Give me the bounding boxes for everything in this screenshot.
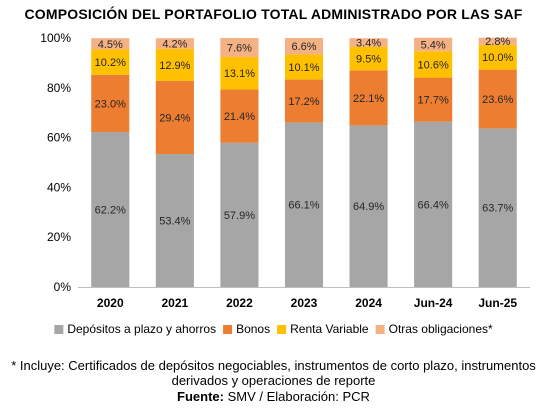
stacked-bar-chart: 0% 20% 40% 60% 80% 100% 62.2% 23.0% 10.2% 4.5% 202… <box>40 31 530 336</box>
y-tick-label: 60% <box>47 131 71 145</box>
data-label: 23.0% <box>95 98 126 110</box>
data-label: 62.2% <box>95 205 126 217</box>
y-tick-label: 80% <box>47 81 71 95</box>
bar-segment <box>478 128 517 287</box>
bar-segment <box>91 74 130 133</box>
data-label: 3.4% <box>356 37 381 49</box>
data-label: 21.4% <box>224 111 255 123</box>
data-label: 5.4% <box>421 39 446 51</box>
data-label: 64.9% <box>353 201 384 213</box>
bar-segment <box>155 154 194 287</box>
source-label: Fuente: <box>177 389 224 404</box>
x-tick-label: 2021 <box>162 296 189 310</box>
legend-swatch <box>54 325 64 334</box>
x-tick-label: Jun-24 <box>414 296 453 310</box>
bar-segment <box>478 44 517 70</box>
x-tick-label: 2023 <box>291 296 318 310</box>
bar-segment <box>349 46 388 71</box>
data-label: 22.1% <box>353 93 384 105</box>
data-label: 29.4% <box>159 112 190 124</box>
data-label: 7.6% <box>227 42 252 54</box>
bar-segment <box>220 89 259 143</box>
data-label: 10.0% <box>482 52 513 64</box>
bar-segment <box>284 38 324 55</box>
bar-segment <box>284 122 324 287</box>
source-line: Fuente: SMV / Elaboración: PCR <box>0 389 547 404</box>
chart-title: COMPOSICIÓN DEL PORTAFOLIO TOTAL ADMINIS… <box>24 6 523 22</box>
bar-segment <box>155 80 194 155</box>
bar-segment <box>155 38 194 49</box>
data-label: 10.6% <box>418 59 449 71</box>
bar-segment <box>220 38 259 57</box>
data-label: 23.6% <box>482 94 513 106</box>
legend-label: Otras obligaciones* <box>389 322 493 336</box>
bar-segment <box>414 121 453 287</box>
bar-segment <box>349 70 388 126</box>
y-tick-label: 40% <box>47 180 71 194</box>
bar-segment <box>349 38 388 47</box>
legend-label: Renta Variable <box>290 322 369 336</box>
bar-segment <box>414 51 453 78</box>
legend-label: Depósitos a plazo y ahorros <box>67 322 216 336</box>
data-label: 9.5% <box>356 54 381 66</box>
y-tick-label: 0% <box>54 280 72 294</box>
legend-swatch <box>375 325 385 334</box>
data-label: 13.1% <box>224 68 255 80</box>
data-label: 4.5% <box>98 39 123 51</box>
bar-segment <box>220 142 259 287</box>
x-tick-label: Jun-25 <box>478 296 517 310</box>
data-label: 17.7% <box>418 95 449 107</box>
data-label: 53.4% <box>159 216 190 228</box>
data-label: 17.2% <box>288 96 319 108</box>
bar-segment <box>414 37 453 52</box>
legend-swatch <box>277 325 287 334</box>
source-value: SMV / Elaboración: PCR <box>227 389 370 404</box>
bar-segment <box>91 49 130 75</box>
y-tick-label: 100% <box>40 31 71 45</box>
bar-segment <box>155 48 194 81</box>
y-tick-label: 20% <box>47 230 71 244</box>
bar-segment <box>414 77 453 122</box>
data-label: 2.8% <box>485 36 510 48</box>
bar-segment <box>220 56 259 90</box>
footnote: * Incluye: Certificados de depósitos neg… <box>11 358 536 388</box>
bar-segment <box>91 132 130 287</box>
bar-segment <box>349 125 388 287</box>
bar-segment <box>284 79 324 123</box>
data-label: 12.9% <box>159 60 190 72</box>
x-tick-label: 2022 <box>226 296 253 310</box>
x-tick-label: 2024 <box>355 296 382 310</box>
legend-swatch <box>223 325 233 334</box>
data-label: 10.2% <box>95 57 126 69</box>
data-label: 57.9% <box>224 210 255 222</box>
legend-label: Bonos <box>236 322 270 336</box>
data-label: 66.1% <box>288 200 319 212</box>
bar-segment <box>478 69 517 129</box>
data-label: 63.7% <box>482 203 513 215</box>
bar-segment <box>91 38 130 50</box>
data-label: 4.2% <box>162 38 187 50</box>
data-label: 66.4% <box>418 199 449 211</box>
x-tick-label: 2020 <box>97 296 124 310</box>
data-label: 6.6% <box>291 41 316 53</box>
bar-segment <box>478 37 517 45</box>
bar-segment <box>284 54 324 80</box>
data-label: 10.1% <box>288 62 319 74</box>
